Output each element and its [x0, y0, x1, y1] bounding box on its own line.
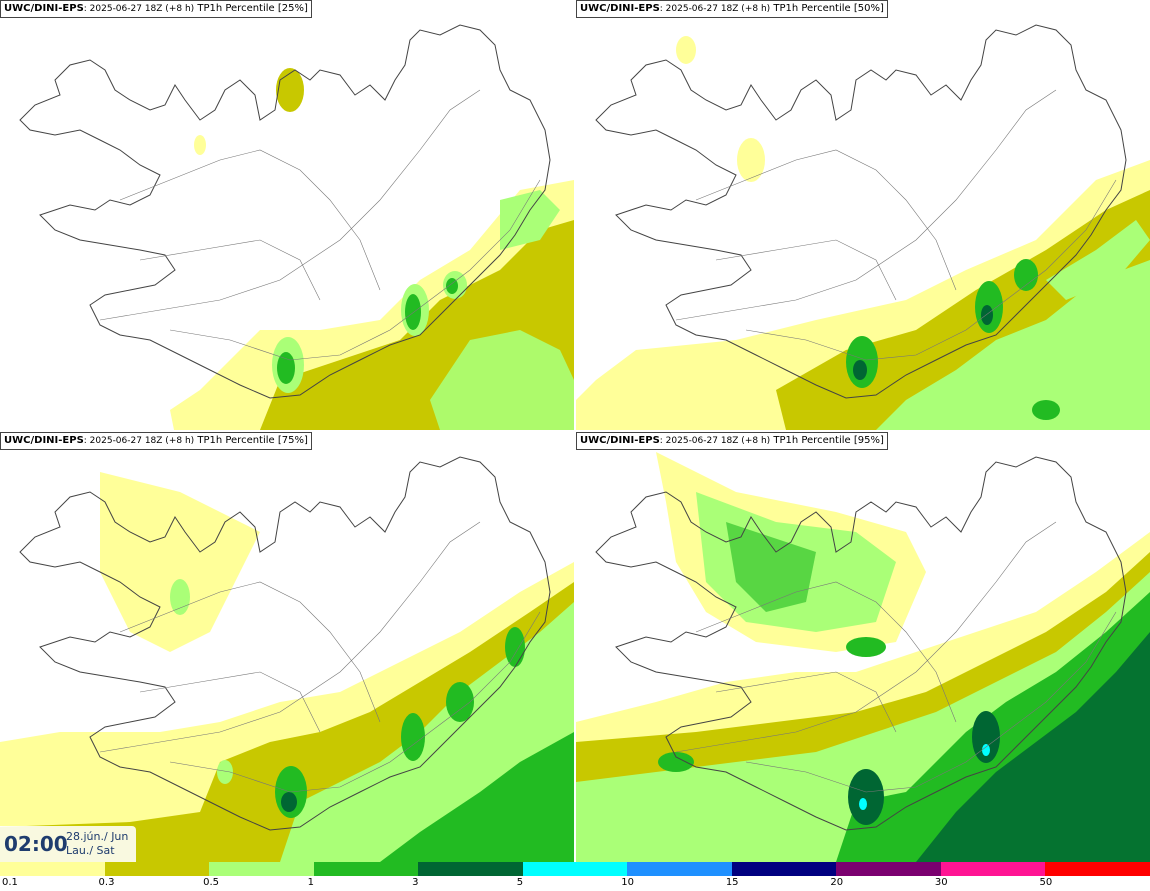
- coastline: [595, 456, 1127, 831]
- panel-source: UWC/DINI-EPS: [580, 3, 660, 14]
- panel-run: : 2025-06-27 18Z (+8 h): [659, 4, 771, 14]
- road-line: [675, 89, 1057, 321]
- panel-source: UWC/DINI-EPS: [4, 435, 84, 446]
- panel-divider: [575, 0, 576, 862]
- legend-tick-label: 50: [1039, 877, 1053, 888]
- legend-segment: [209, 862, 314, 876]
- panel-label: TP1h Percentile [25%]: [194, 3, 308, 14]
- coastline: [19, 24, 551, 399]
- road-line: [139, 239, 321, 301]
- legend-tick-label: 1: [307, 877, 314, 888]
- legend-tick-label: 15: [725, 877, 739, 888]
- road-line: [675, 521, 1057, 753]
- legend-tick-label: 3: [412, 877, 419, 888]
- legend-color-bar: [0, 862, 1150, 876]
- road-line: [99, 89, 481, 321]
- road-line: [169, 179, 541, 361]
- coastline: [19, 456, 551, 831]
- legend-segment: [0, 862, 105, 876]
- precip-map-75: [0, 456, 574, 862]
- valid-date-line1: 28.jún./ Jun: [66, 830, 129, 843]
- valid-time: 02:00: [4, 832, 68, 856]
- panel-source: UWC/DINI-EPS: [580, 435, 660, 446]
- panel-title: UWC/DINI-EPS: 2025-06-27 18Z (+8 h) TP1h…: [0, 432, 312, 450]
- legend-segment: [313, 862, 419, 876]
- map-panel-50: UWC/DINI-EPS: 2025-06-27 18Z (+8 h) TP1h…: [576, 0, 1150, 430]
- legend-tick-label: 5: [516, 877, 524, 888]
- road-line: [99, 521, 481, 753]
- legend-segment: [1045, 862, 1150, 876]
- map-panel-25: UWC/DINI-EPS: 2025-06-27 18Z (+8 h) TP1h…: [0, 0, 574, 430]
- road-line: [715, 239, 897, 301]
- legend-segment: [731, 862, 837, 876]
- panel-label: TP1h Percentile [75%]: [194, 435, 308, 446]
- road-line: [695, 149, 957, 291]
- panel-label: TP1h Percentile [50%]: [770, 3, 884, 14]
- coastline: [595, 24, 1127, 399]
- legend-tick-label: 0.5: [203, 877, 219, 888]
- precip-map-25: [19, 24, 574, 430]
- legend-segment: [836, 862, 941, 876]
- precip-map-95: [576, 452, 1150, 862]
- legend-tick-label: 20: [830, 877, 844, 888]
- panel-run: : 2025-06-27 18Z (+8 h): [659, 436, 771, 446]
- legend-segment: [522, 862, 628, 876]
- legend-segment: [627, 862, 732, 876]
- road-line: [745, 611, 1117, 793]
- road-line: [695, 581, 957, 723]
- legend-segment: [940, 862, 1046, 876]
- coastline-path: [19, 24, 551, 399]
- road-line: [169, 611, 541, 793]
- road-line: [745, 179, 1117, 361]
- road-line: [119, 581, 381, 723]
- road-line: [715, 671, 897, 733]
- coastline-path: [595, 456, 1127, 831]
- precip-map-50: [576, 24, 1150, 430]
- coastline-path: [19, 456, 551, 831]
- coastline-path: [595, 24, 1127, 399]
- valid-date-line2: Lau./ Sat: [66, 844, 115, 857]
- panel-run: : 2025-06-27 18Z (+8 h): [83, 4, 195, 14]
- map-panel-75: UWC/DINI-EPS: 2025-06-27 18Z (+8 h) TP1h…: [0, 432, 574, 862]
- valid-date: 28.jún./ Jun Lau./ Sat: [66, 830, 128, 858]
- panel-title: UWC/DINI-EPS: 2025-06-27 18Z (+8 h) TP1h…: [576, 0, 888, 18]
- panel-label: TP1h Percentile [95%]: [770, 435, 884, 446]
- panel-title: UWC/DINI-EPS: 2025-06-27 18Z (+8 h) TP1h…: [576, 432, 888, 450]
- legend-segment: [418, 862, 523, 876]
- panel-source: UWC/DINI-EPS: [4, 3, 84, 14]
- valid-time-box: 02:00 28.jún./ Jun Lau./ Sat: [0, 826, 136, 862]
- map-panel-95: UWC/DINI-EPS: 2025-06-27 18Z (+8 h) TP1h…: [576, 432, 1150, 862]
- road-line: [119, 149, 381, 291]
- legend-tick-label: 30: [934, 877, 948, 888]
- panel-title: UWC/DINI-EPS: 2025-06-27 18Z (+8 h) TP1h…: [0, 0, 312, 18]
- legend-tick-label: 10: [621, 877, 634, 888]
- legend-segment: [104, 862, 210, 876]
- road-line: [139, 671, 321, 733]
- panel-run: : 2025-06-27 18Z (+8 h): [83, 436, 195, 446]
- legend-tick-label: 0.3: [98, 877, 115, 888]
- legend-tick-label: 0.1: [2, 877, 18, 888]
- color-legend: 0.1 0.3 0.5 1 3 5 10 15 20 30 50: [0, 862, 1150, 891]
